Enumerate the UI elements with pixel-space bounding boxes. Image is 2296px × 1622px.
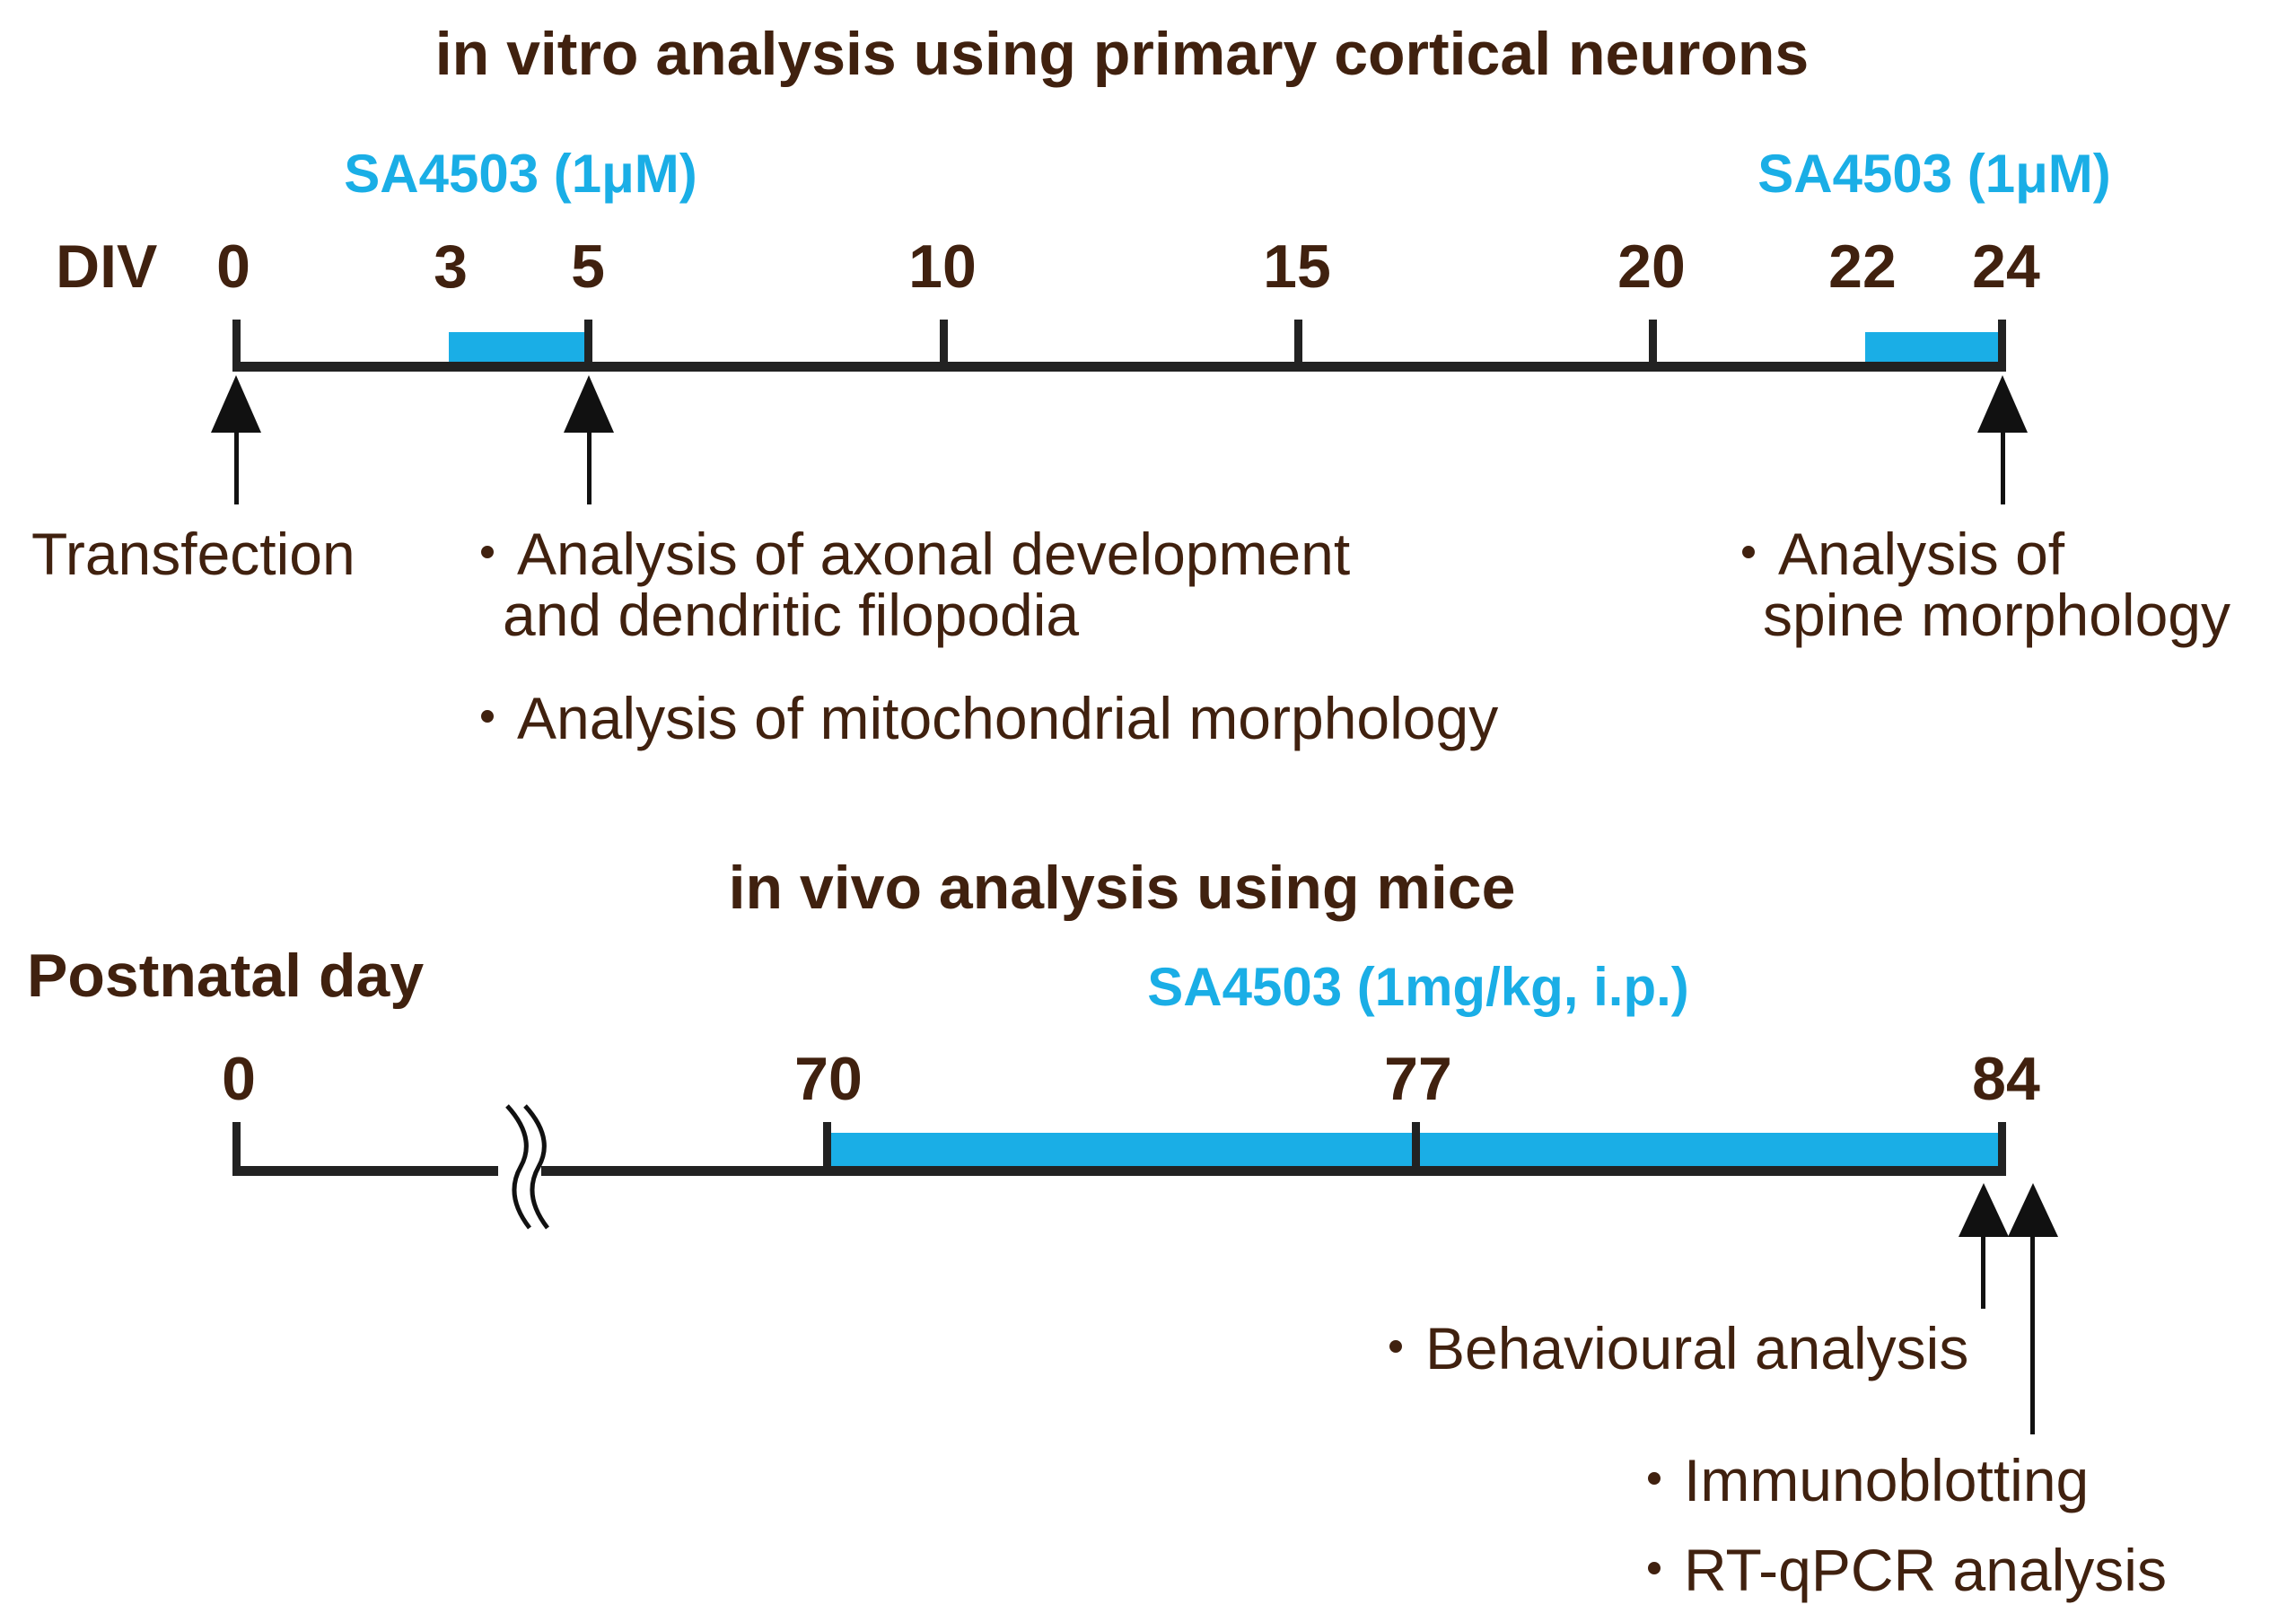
immunoblotting-label: ・Immunoblotting (1625, 1447, 2089, 1513)
div5-arrow-icon (564, 375, 614, 433)
transfection-label: Transfection (31, 521, 355, 587)
in-vivo-tick-label: 70 (794, 1045, 863, 1113)
in-vitro-tick-label: 22 (1828, 232, 1897, 301)
in-vivo-tick-label: 84 (1972, 1045, 2040, 1113)
in-vivo-treatment-label: SA4503 (1mg/kg, i.p.) (1147, 957, 1689, 1017)
in-vitro-tick (232, 320, 241, 372)
transfection-arrow-icon (211, 375, 261, 433)
in-vivo-tick-label: 77 (1384, 1045, 1452, 1113)
in-vitro-tick-label: 0 (216, 232, 250, 301)
in-vitro-tick-label: 20 (1617, 232, 1686, 301)
in-vitro-treatment-label-1: SA4503 (1μM) (344, 144, 697, 204)
in-vitro-tick-labels: 0 3 5 10 15 20 22 24 (216, 232, 2040, 301)
in-vitro-ticks (232, 320, 2006, 372)
in-vivo-tick (1998, 1122, 2006, 1176)
spine-analysis-label: ・Analysis of (1719, 521, 2065, 587)
in-vivo-axis-label: Postnatal day (27, 942, 424, 1010)
immunoblot-arrow-shaft (2030, 1235, 2035, 1434)
in-vitro-title: in vitro analysis using primary cortical… (435, 20, 1809, 88)
axonal-analysis-label-cont: and dendritic filopodia (503, 582, 1079, 648)
axis-break-icon (498, 1104, 549, 1230)
in-vivo-axis-line (232, 1166, 2006, 1176)
in-vitro-treatment-bar-2 (1865, 332, 2000, 363)
in-vivo-tick (823, 1122, 831, 1176)
in-vitro-tick-label: 5 (571, 232, 605, 301)
in-vitro-tick-label: 3 (434, 232, 468, 301)
mitochondrial-analysis-label: ・Analysis of mitochondrial morphology (458, 685, 1498, 751)
in-vitro-tick-label: 24 (1972, 232, 2040, 301)
in-vitro-arrows (211, 375, 2028, 504)
in-vitro-tick (1649, 320, 1657, 372)
in-vivo-tick-labels: 0 70 77 84 (222, 1045, 2040, 1113)
in-vitro-tick (1294, 320, 1302, 372)
in-vitro-treatment-bar-1 (449, 332, 588, 363)
in-vitro-axis-line (232, 362, 2006, 372)
div24-arrow-shaft (2001, 431, 2005, 504)
behaviour-arrow-icon (1959, 1183, 2009, 1237)
in-vivo-tick (232, 1122, 241, 1176)
immunoblot-arrow-icon (2008, 1183, 2058, 1237)
in-vivo-title: in vivo analysis using mice (729, 854, 1516, 922)
div5-arrow-shaft (587, 431, 592, 504)
in-vitro-tick-label: 15 (1263, 232, 1331, 301)
in-vitro-tick (584, 320, 592, 372)
in-vitro-tick-label: 10 (908, 232, 977, 301)
spine-analysis-label-cont: spine morphology (1763, 582, 2230, 648)
in-vitro-tick (940, 320, 948, 372)
in-vitro-tick (1998, 320, 2006, 372)
div24-arrow-icon (1977, 375, 2028, 433)
axonal-analysis-label: ・Analysis of axonal development (458, 521, 1350, 587)
in-vivo-arrows (1959, 1183, 2058, 1434)
in-vivo-tick-label: 0 (222, 1045, 256, 1113)
in-vitro-axis-label: DIV (56, 232, 157, 301)
rt-qpcr-label: ・RT-qPCR analysis (1625, 1537, 2167, 1603)
in-vivo-ticks (232, 1122, 2006, 1176)
in-vivo-tick (1412, 1122, 1420, 1176)
behaviour-arrow-shaft (1981, 1235, 1985, 1309)
transfection-arrow-shaft (234, 431, 239, 504)
in-vitro-treatment-label-2: SA4503 (1μM) (1757, 144, 2111, 204)
behavioural-analysis-label: ・Behavioural analysis (1366, 1315, 1968, 1381)
